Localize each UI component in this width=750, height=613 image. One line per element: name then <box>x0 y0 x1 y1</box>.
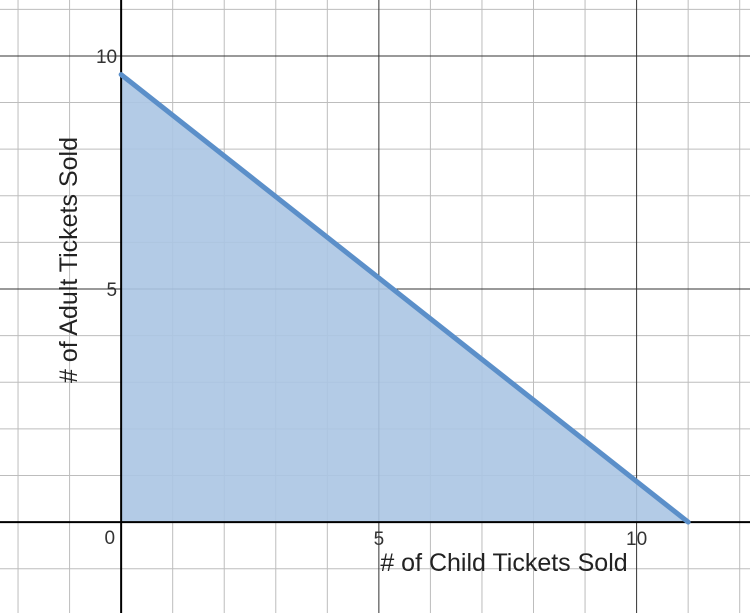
x-tick-label: 5 <box>374 529 385 550</box>
x-tick-label: 10 <box>626 529 647 550</box>
x-axis-label: # of Child Tickets Sold <box>380 549 627 577</box>
origin-label: 0 <box>105 528 116 549</box>
tick-labels: 5 10 5 10 <box>96 47 647 550</box>
y-tick-label: 10 <box>96 47 117 68</box>
boundary-line <box>118 72 691 525</box>
y-axis-label: # of Adult Tickets Sold <box>55 137 83 383</box>
y-tick-label: 5 <box>107 280 118 301</box>
